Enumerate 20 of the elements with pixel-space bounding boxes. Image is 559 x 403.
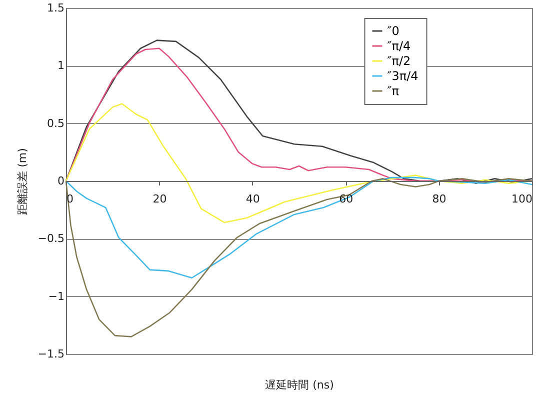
y-tick-label: −0.5 <box>38 232 64 246</box>
y-tick-label: 0 <box>58 174 64 188</box>
legend-label: ″π/2 <box>387 54 411 68</box>
y-tick-label: 1.5 <box>47 2 64 14</box>
y-tick-label: 1 <box>58 59 64 72</box>
x-tick-label: 80 <box>432 192 446 206</box>
x-tick-label: 100 <box>512 192 532 206</box>
legend-label: ″π/4 <box>387 39 411 53</box>
x-tick-label: 20 <box>152 192 167 206</box>
x-axis-title: 遅延時間 (ns) <box>265 378 334 392</box>
legend-label: ″3π/4 <box>387 69 418 83</box>
y-axis-title: 距離誤差 (m) <box>16 148 29 215</box>
legend-label: ″π <box>387 84 399 98</box>
line-series <box>65 178 533 338</box>
y-tick-label: −1.5 <box>38 348 64 360</box>
x-tick-label: 40 <box>246 192 260 206</box>
line-series <box>65 176 533 279</box>
legend-label: ″0 <box>387 24 400 38</box>
y-tick-label: 0.5 <box>47 116 64 130</box>
y-tick-label: −1 <box>48 290 64 303</box>
